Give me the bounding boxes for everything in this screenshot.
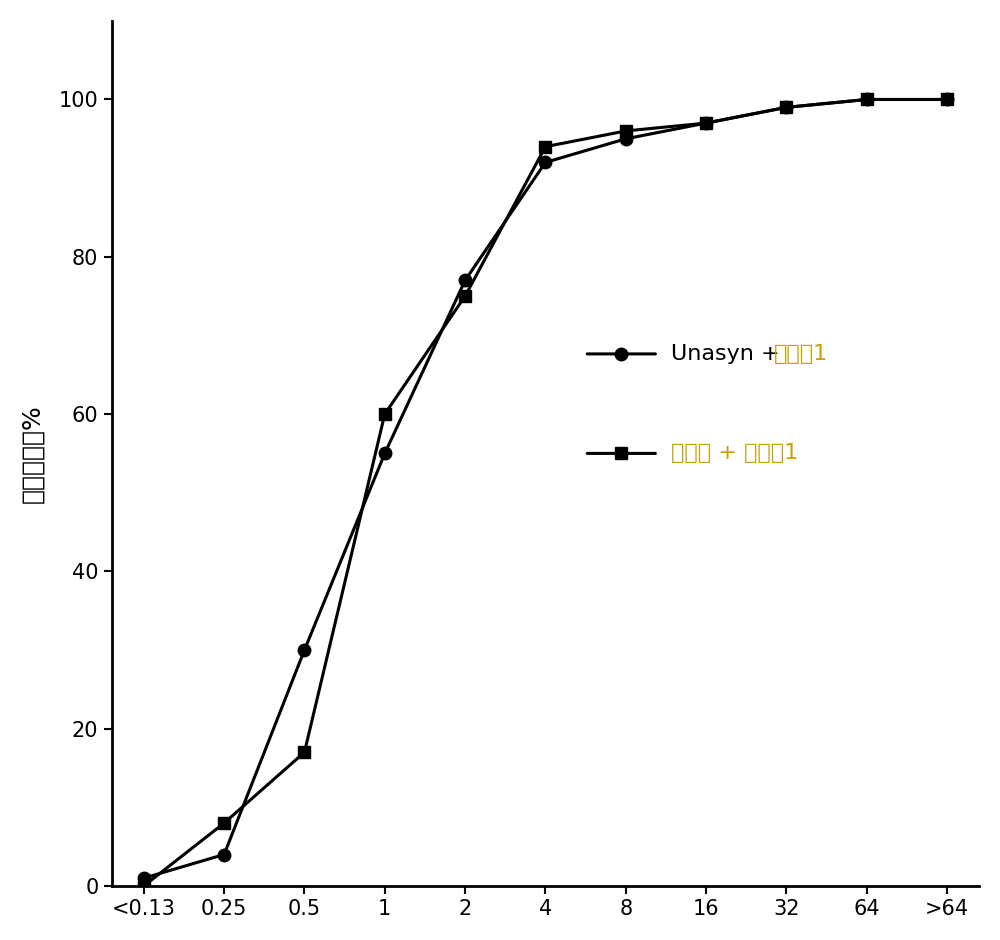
Text: 舒巴坦 + 化合助1: 舒巴坦 + 化合助1 <box>671 444 798 463</box>
Text: 化合助1: 化合助1 <box>774 344 828 364</box>
Y-axis label: 累积的菌株%: 累积的菌株% <box>21 404 45 503</box>
Text: Unasyn +: Unasyn + <box>671 344 787 364</box>
